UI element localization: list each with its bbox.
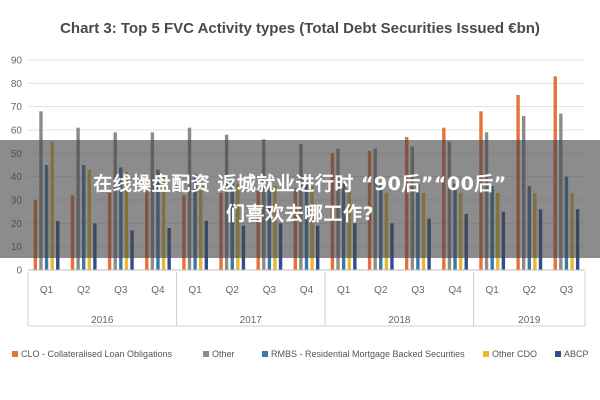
year-label: 2016 [91, 315, 114, 326]
x-tick-label: Q4 [448, 285, 462, 296]
x-tick-label: Q2 [226, 285, 240, 296]
x-tick-label: Q3 [263, 285, 277, 296]
x-tick-label: Q1 [485, 285, 499, 296]
x-tick-label: Q2 [77, 285, 91, 296]
x-tick-label: Q2 [523, 285, 537, 296]
legend-swatch [203, 351, 209, 357]
year-label: 2018 [388, 315, 411, 326]
y-tick-label: 80 [11, 79, 23, 90]
legend-label: CLO - Collateralised Loan Obligations [21, 349, 173, 359]
x-tick-label: Q3 [560, 285, 574, 296]
legend-label: Other CDO [492, 349, 537, 359]
legend: CLO - Collateralised Loan Obligations Oth… [12, 349, 589, 359]
legend-swatch [12, 351, 18, 357]
x-tick-label: Q3 [114, 285, 128, 296]
x-axis: Q1 Q2 Q3 Q4 Q1 Q2 Q3 Q4 Q1 Q2 Q3 Q4 Q1 Q2 Q3 2016 2017 20… [27, 269, 586, 327]
x-tick-label: Q1 [188, 285, 202, 296]
x-tick-label: Q4 [151, 285, 165, 296]
x-tick-label: Q1 [337, 285, 351, 296]
year-label: 2017 [240, 315, 263, 326]
x-tick-label: Q2 [374, 285, 388, 296]
caption-line-1: 在线操盘配资 返城就业进行时 “90后”“00后” [93, 173, 507, 195]
legend-label: ABCP [564, 349, 589, 359]
legend-swatch [555, 351, 561, 357]
year-label: 2019 [518, 315, 541, 326]
y-tick-label: 90 [11, 56, 23, 67]
caption-overlay: 在线操盘配资 返城就业进行时 “90后”“00后” 们喜欢去哪工作? [0, 140, 600, 258]
y-tick-label: 60 [11, 126, 23, 137]
caption-line-2: 们喜欢去哪工作? [225, 203, 375, 225]
legend-swatch [262, 351, 268, 357]
legend-label: Other [212, 349, 235, 359]
x-tick-label: Q1 [40, 285, 54, 296]
y-tick-label: 0 [16, 266, 22, 277]
legend-label: RMBS - Residential Mortgage Backed Secur… [271, 349, 465, 359]
y-tick-label: 70 [11, 102, 23, 113]
chart-title: Chart 3: Top 5 FVC Activity types (Total… [60, 20, 540, 37]
x-tick-label: Q3 [411, 285, 425, 296]
legend-swatch [483, 351, 489, 357]
x-tick-label: Q4 [300, 285, 314, 296]
